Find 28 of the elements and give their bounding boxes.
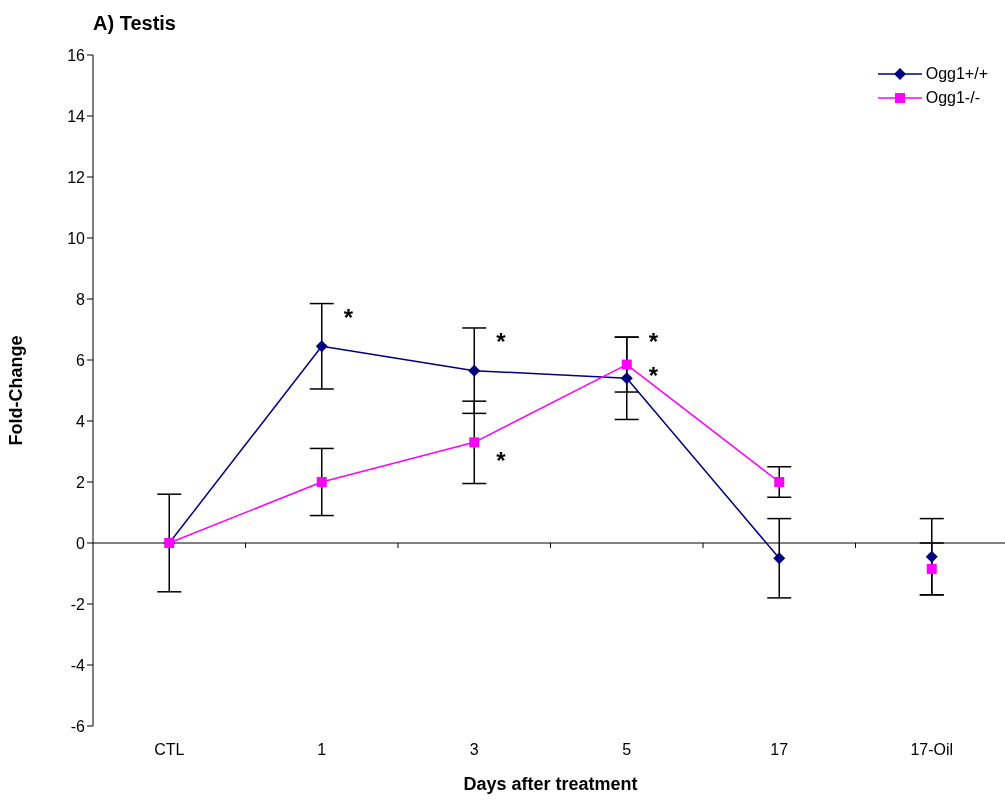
y-tick-label: 0: [76, 534, 86, 552]
annotation: *: [496, 447, 507, 475]
legend-label: Ogg1-/-: [925, 89, 980, 107]
y-tick-label: -4: [70, 656, 86, 674]
y-tick-label: 6: [76, 351, 86, 369]
annotation: *: [648, 328, 659, 356]
annotation: *: [496, 328, 507, 356]
x-axis-title: Days after treatment: [463, 774, 638, 794]
x-tick-label: 3: [469, 741, 479, 759]
y-tick-label: 2: [76, 473, 86, 491]
legend-label: Ogg1+/+: [925, 65, 988, 83]
annotation: *: [343, 303, 354, 331]
y-tick-label: 4: [76, 412, 86, 430]
y-axis-title: Fold-Change: [6, 335, 27, 446]
x-tick-label: 1: [317, 741, 327, 759]
y-tick-label: -6: [70, 717, 86, 735]
x-tick-label: 5: [622, 741, 632, 759]
y-tick-label: 10: [67, 229, 86, 247]
y-tick-label: 12: [67, 168, 86, 186]
chart-title: A) Testis: [93, 12, 176, 35]
x-tick-label: 17-Oil: [910, 741, 954, 759]
y-tick-label: 14: [67, 107, 86, 125]
y-tick-label: 8: [76, 290, 86, 308]
x-tick-label: CTL: [154, 741, 185, 759]
x-tick-label: 17: [770, 741, 789, 759]
annotation: *: [648, 361, 659, 389]
y-tick-label: -2: [70, 595, 86, 613]
y-tick-label: 16: [67, 46, 86, 64]
